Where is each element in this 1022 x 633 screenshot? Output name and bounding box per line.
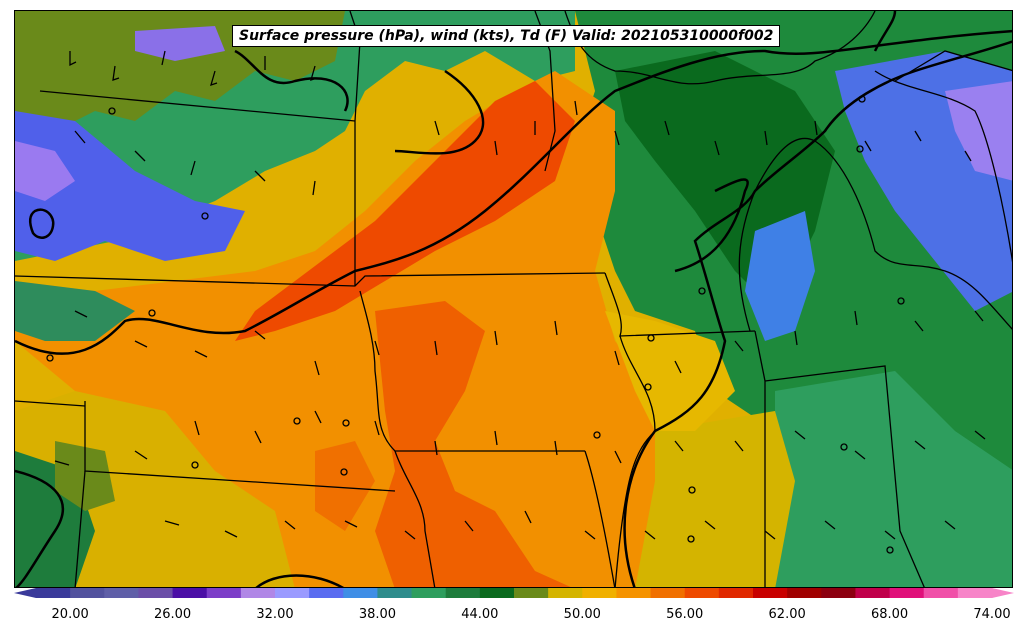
very-dry-south	[375, 301, 571, 587]
purple-north-patch	[135, 26, 225, 61]
very-dry-plume	[235, 81, 575, 341]
colorbar-cell	[548, 588, 583, 598]
colorbar-min-arrow	[14, 588, 36, 598]
colorbar-cell	[787, 588, 822, 598]
colorbar-cell	[957, 588, 993, 598]
dewpoint-map	[15, 11, 1012, 587]
colorbar-cell	[821, 588, 856, 598]
colorbar-cell	[240, 588, 276, 598]
colorbar-cell	[718, 588, 754, 598]
very-dry-southwest	[315, 441, 375, 531]
colorbar-cell	[616, 588, 652, 598]
colorbar-tick-label: 32.00	[256, 607, 294, 622]
colorbar-tick-label: 44.00	[461, 607, 499, 622]
colorbar-cell	[206, 588, 242, 598]
colorbar-cell	[445, 588, 481, 598]
colorbar-cell	[275, 588, 310, 598]
blue-region-mich	[745, 211, 815, 341]
purple-northwest-patch	[15, 141, 75, 201]
colorbar-cell	[36, 588, 71, 598]
olive-southeast	[775, 371, 1012, 587]
colorbar-cell	[172, 588, 208, 598]
colorbar-cell	[855, 588, 891, 598]
colorbar-cell	[753, 588, 788, 598]
colorbar	[14, 588, 1014, 598]
colorbar-tick-label: 62.00	[768, 607, 806, 622]
colorbar-cell	[514, 588, 549, 598]
dry-east-yellow	[605, 311, 735, 431]
political-boundaries	[15, 11, 1012, 587]
blue-northwest-patch	[15, 111, 245, 261]
calm-wind-markers	[46, 95, 905, 554]
colorbar-cell	[70, 588, 105, 598]
colorbar-tick-label: 68.00	[870, 607, 909, 622]
colorbar-cell	[138, 588, 174, 598]
colorbar-tick-label: 50.00	[563, 607, 601, 622]
colorbar-cell	[377, 588, 413, 598]
colorbar-cell	[104, 588, 139, 598]
colorbar-cell	[309, 588, 344, 598]
colorbar-cell	[411, 588, 447, 598]
purple-region-northeast	[945, 81, 1012, 181]
map-title: Surface pressure (hPa), wind (kts), Td (…	[232, 25, 781, 47]
colorbar-cell	[343, 588, 378, 598]
yellow-southeast	[615, 411, 795, 587]
colorbar-cell	[582, 588, 617, 598]
colorbar-tick-label: 38.00	[358, 607, 397, 622]
colorbar-cell	[650, 588, 686, 598]
colorbar-cell	[684, 588, 720, 598]
colorbar-max-arrow	[992, 588, 1014, 598]
map-panel: Surface pressure (hPa), wind (kts), Td (…	[14, 10, 1013, 588]
colorbar-tick-label: 26.00	[153, 607, 192, 622]
colorbar-tick-label: 74.00	[973, 607, 1011, 622]
colorbar-tick-label: 20.00	[51, 607, 89, 622]
colorbar-cell	[923, 588, 959, 598]
colorbar-cell	[889, 588, 925, 598]
colorbar-cell	[479, 588, 515, 598]
colorbar-tick-label: 56.00	[666, 607, 704, 622]
wind-barbs	[54, 50, 986, 540]
